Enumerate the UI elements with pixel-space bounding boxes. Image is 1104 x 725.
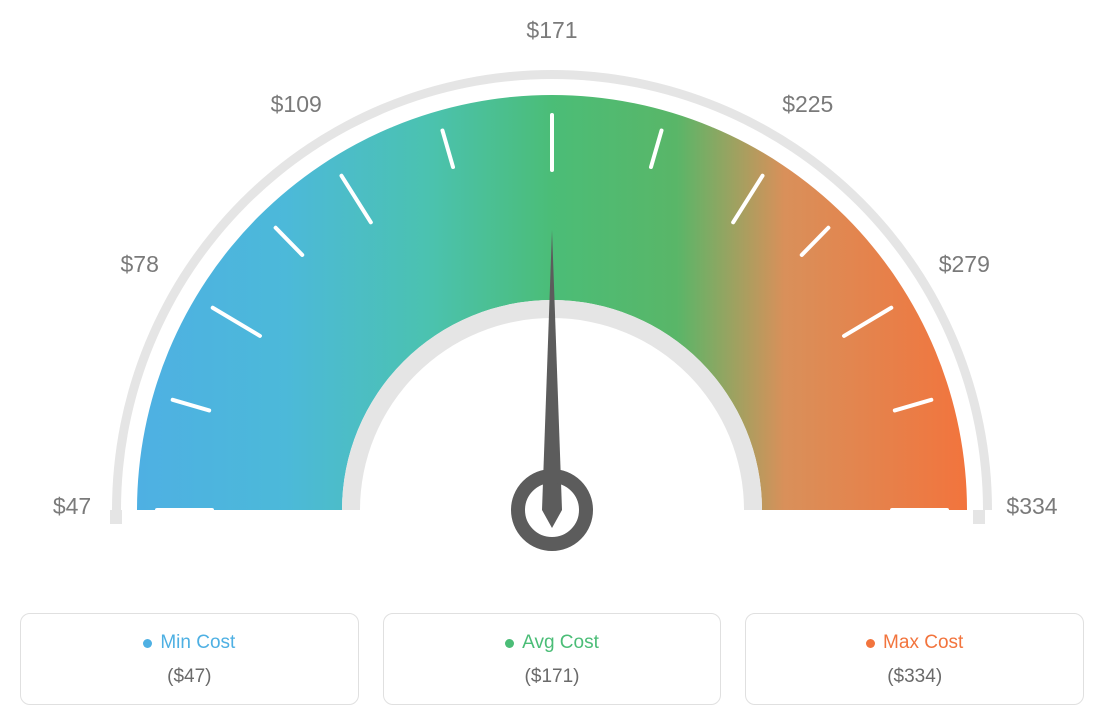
scale-label: $171 xyxy=(526,20,577,43)
legend-value: ($47) xyxy=(31,666,348,688)
legend-title-text: Avg Cost xyxy=(522,632,599,654)
legend-value: ($334) xyxy=(756,666,1073,688)
cost-gauge-chart: $47 $78 $109 $171 $225 $279 $334 Min Cost ($47)… xyxy=(20,20,1084,705)
legend-dot-icon xyxy=(143,639,152,648)
legend-dot-icon xyxy=(866,639,875,648)
legend-card-max-cost: Max Cost ($334) xyxy=(745,613,1084,705)
legend-card-min-cost: Min Cost ($47) xyxy=(20,613,359,705)
scale-label: $78 xyxy=(121,251,159,277)
legend-title: Avg Cost xyxy=(505,632,599,654)
gauge-svg: $47 $78 $109 $171 $225 $279 $334 xyxy=(20,20,1084,580)
scale-label: $109 xyxy=(271,91,322,117)
legend-title: Min Cost xyxy=(143,632,235,654)
legend-title-text: Max Cost xyxy=(883,632,963,654)
legend-dot-icon xyxy=(505,639,514,648)
legend-value: ($171) xyxy=(394,666,711,688)
scale-label: $225 xyxy=(782,91,833,117)
legend-row: Min Cost ($47) Avg Cost ($171) Max Cost ($334… xyxy=(20,613,1084,705)
legend-card-avg-cost: Avg Cost ($171) xyxy=(383,613,722,705)
scale-label: $47 xyxy=(53,493,91,519)
legend-title: Max Cost xyxy=(866,632,963,654)
scale-label: $279 xyxy=(939,251,990,277)
legend-title-text: Min Cost xyxy=(160,632,235,654)
scale-label: $334 xyxy=(1006,493,1057,519)
